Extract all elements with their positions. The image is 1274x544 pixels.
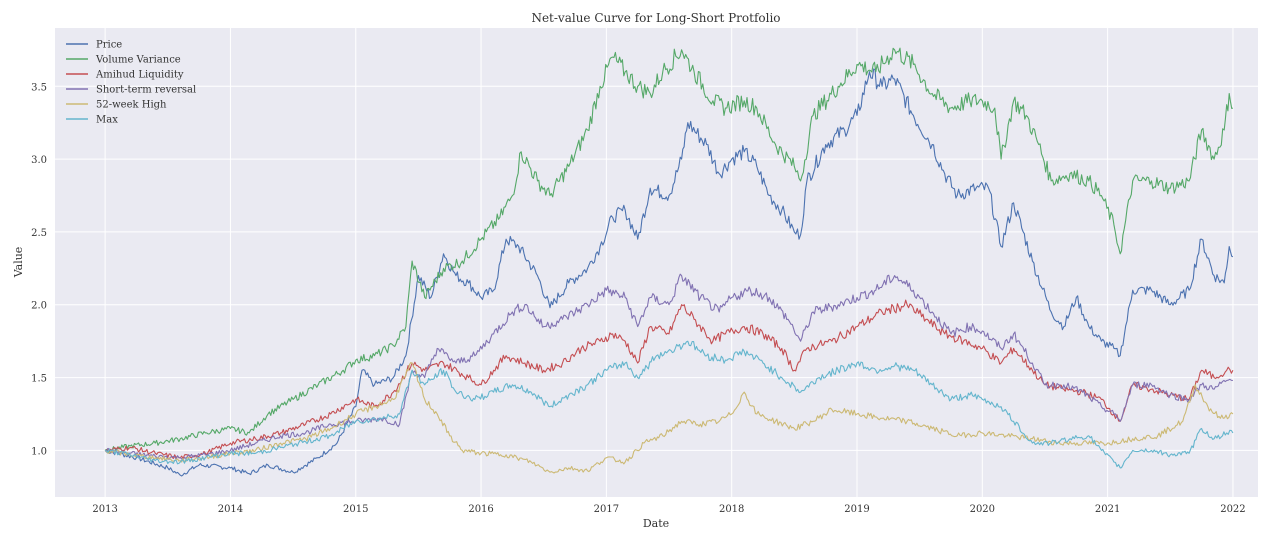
- y-axis-ticks: 1.0 1.5 2.0 2.5 3.0 3.5: [31, 82, 47, 457]
- x-tick-label: 2017: [594, 504, 619, 515]
- series-line-max: [104, 340, 1234, 469]
- series-line-price: [104, 68, 1234, 477]
- x-tick-label: 2018: [719, 504, 744, 515]
- legend: Price Volume Variance Amihud Liquidity Shor…: [66, 40, 196, 126]
- legend-label: 52-week High: [96, 100, 167, 111]
- x-tick-label: 2015: [343, 504, 368, 515]
- series-lines: [104, 47, 1234, 477]
- x-tick-label: 2019: [844, 504, 869, 515]
- x-tick-label: 2013: [92, 504, 117, 515]
- legend-label: Price: [96, 40, 122, 51]
- y-axis-label: Value: [12, 247, 25, 279]
- legend-label: Max: [96, 115, 118, 126]
- x-tick-label: 2020: [970, 504, 995, 515]
- x-axis-ticks: 2013 2014 2015 2016 2017 2018 2019 2020 2021 2022: [92, 504, 1245, 515]
- y-tick-label: 1.5: [31, 374, 47, 385]
- legend-label: Amihud Liquidity: [95, 70, 184, 81]
- y-tick-label: 3.5: [31, 82, 47, 93]
- series-line-short-term-reversal: [104, 273, 1233, 461]
- series-line-volume-variance: [104, 47, 1234, 453]
- legend-label: Short-term reversal: [96, 85, 196, 96]
- y-tick-label: 2.0: [31, 301, 47, 312]
- series-line-52-week-high: [104, 362, 1234, 474]
- y-tick-label: 3.0: [31, 155, 47, 166]
- legend-label: Volume Variance: [95, 55, 181, 66]
- y-tick-label: 1.0: [31, 446, 47, 457]
- chart-title: Net-value Curve for Long-Short Protfolio: [531, 11, 780, 25]
- y-tick-label: 2.5: [31, 228, 47, 239]
- x-tick-label: 2022: [1220, 504, 1245, 515]
- x-tick-label: 2016: [468, 504, 493, 515]
- x-tick-label: 2014: [218, 504, 243, 515]
- plot-area: [55, 28, 1258, 497]
- x-tick-label: 2021: [1095, 504, 1120, 515]
- x-axis-label: Date: [643, 517, 669, 530]
